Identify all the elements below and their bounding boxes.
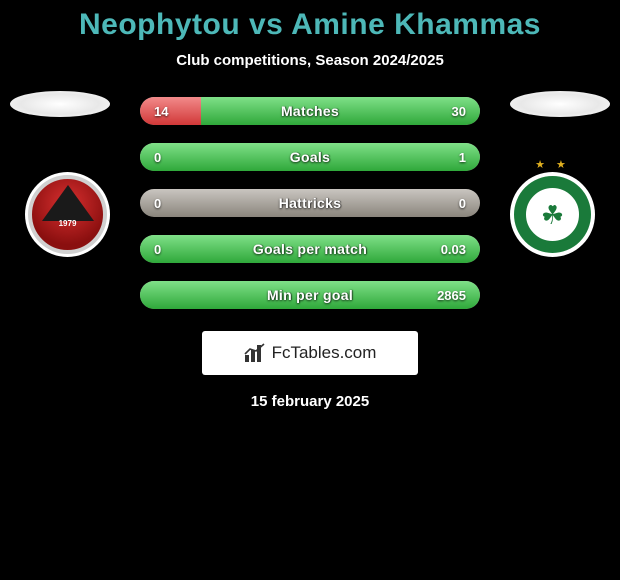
stat-value-left: 14 bbox=[154, 97, 168, 125]
stat-value-left: 0 bbox=[154, 189, 161, 217]
platform-left bbox=[10, 91, 110, 117]
badge-stars: ★ ★ bbox=[510, 158, 595, 171]
watermark-chart-icon bbox=[244, 343, 266, 363]
club-badge-right: ★ ★ ☘ 1948 bbox=[510, 172, 595, 257]
stat-label: Matches bbox=[140, 97, 480, 125]
badge-green-center: ☘ 1948 bbox=[531, 193, 575, 237]
stat-value-right: 0 bbox=[459, 189, 466, 217]
badge-green-outer: ☘ 1948 bbox=[510, 172, 595, 257]
watermark-text: FcTables.com bbox=[272, 343, 377, 363]
stat-value-right: 2865 bbox=[437, 281, 466, 309]
stat-row: Hattricks0 0 bbox=[140, 189, 480, 217]
badge-red-inner bbox=[28, 175, 107, 254]
subtitle: Club competitions, Season 2024/2025 bbox=[0, 52, 620, 69]
stat-row: Min per goal2865 bbox=[140, 281, 480, 309]
shamrock-icon: ☘ bbox=[541, 202, 564, 228]
stats-list: Matches1430Goals01Hattricks00Goals per m… bbox=[140, 97, 480, 309]
comparison-date: 15 february 2025 bbox=[0, 393, 620, 410]
stat-value-right: 0.03 bbox=[441, 235, 466, 263]
badge-red-outer bbox=[25, 172, 110, 257]
stat-value-left: 0 bbox=[154, 143, 161, 171]
club-badge-left bbox=[25, 172, 110, 257]
stat-value-right: 30 bbox=[452, 97, 466, 125]
comparison-card: Neophytou vs Amine Khammas Club competit… bbox=[0, 0, 620, 410]
main-area: ★ ★ ☘ 1948 Matches1430Goals01Hattricks00… bbox=[0, 97, 620, 410]
stat-label: Goals bbox=[140, 143, 480, 171]
stat-row: Goals per match0 0.03 bbox=[140, 235, 480, 263]
stat-label: Min per goal bbox=[140, 281, 480, 309]
watermark: FcTables.com bbox=[202, 331, 418, 375]
stat-label: Goals per match bbox=[140, 235, 480, 263]
stat-value-left: 0 bbox=[154, 235, 161, 263]
badge-green-year: 1948 bbox=[531, 245, 575, 252]
stat-value-right: 1 bbox=[459, 143, 466, 171]
stat-label: Hattricks bbox=[140, 189, 480, 217]
page-title: Neophytou vs Amine Khammas bbox=[0, 8, 620, 42]
stat-row: Goals0 1 bbox=[140, 143, 480, 171]
stat-row: Matches14 30 bbox=[140, 97, 480, 125]
platform-right bbox=[510, 91, 610, 117]
